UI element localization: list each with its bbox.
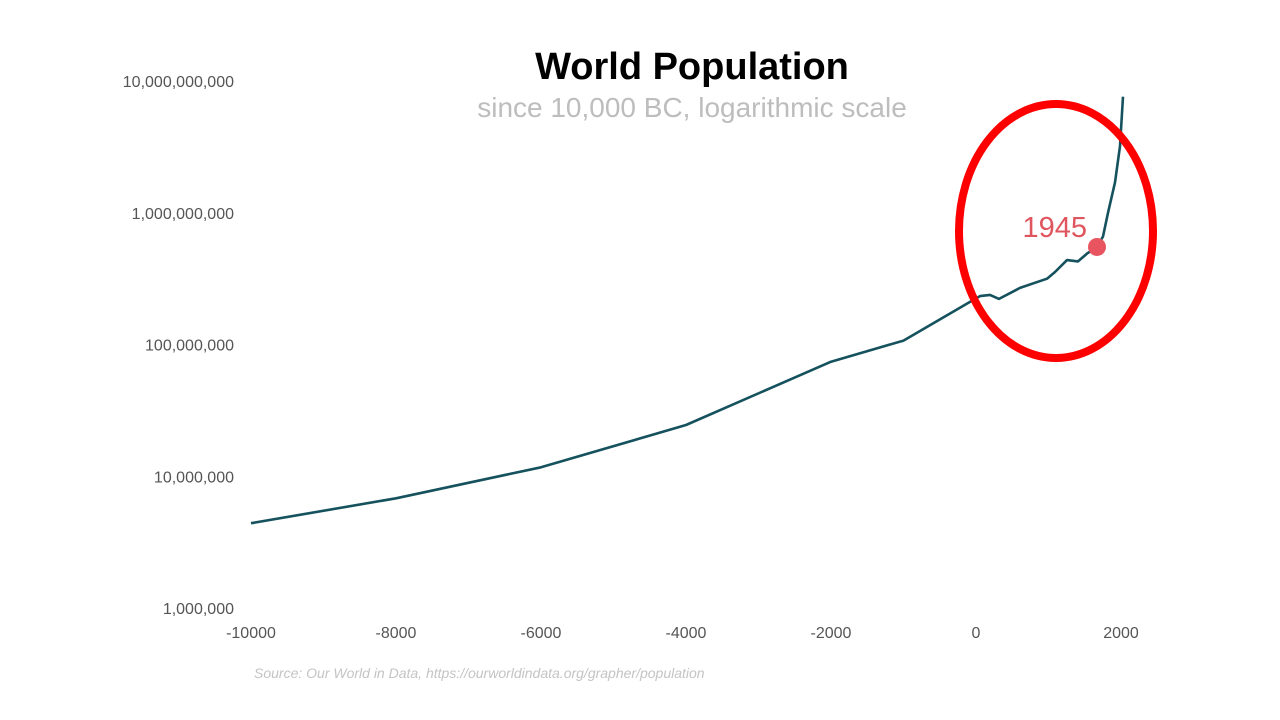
x-tick-label: -10000 <box>226 625 276 642</box>
y-tick-label: 10,000,000 <box>154 469 234 486</box>
highlight-ellipse <box>955 100 1157 362</box>
x-tick-label: -6000 <box>521 625 562 642</box>
annotation-label: 1945 <box>1022 212 1087 244</box>
source-note: Source: Our World in Data, https://ourwo… <box>254 665 705 681</box>
annotation-point <box>1088 237 1107 256</box>
y-tick-label: 100,000,000 <box>145 338 234 355</box>
x-tick-label: 2000 <box>1103 625 1139 642</box>
x-tick-label: -4000 <box>666 625 707 642</box>
x-tick-label: -2000 <box>811 625 852 642</box>
x-tick-label: 0 <box>972 625 981 642</box>
y-tick-label: 1,000,000,000 <box>132 206 234 223</box>
x-axis: -10000 -8000 -6000 -4000 -2000 0 2000 <box>226 625 1139 642</box>
x-tick-label: -8000 <box>376 625 417 642</box>
y-tick-label: 10,000,000,000 <box>123 74 234 91</box>
population-line <box>250 96 1125 525</box>
chart-title: World Population <box>535 46 849 88</box>
y-axis: 1,000,000 10,000,000 100,000,000 1,000,000,… <box>123 74 234 618</box>
chart-subtitle: since 10,000 BC, logarithmic scale <box>477 92 907 123</box>
y-tick-label: 1,000,000 <box>163 601 234 618</box>
